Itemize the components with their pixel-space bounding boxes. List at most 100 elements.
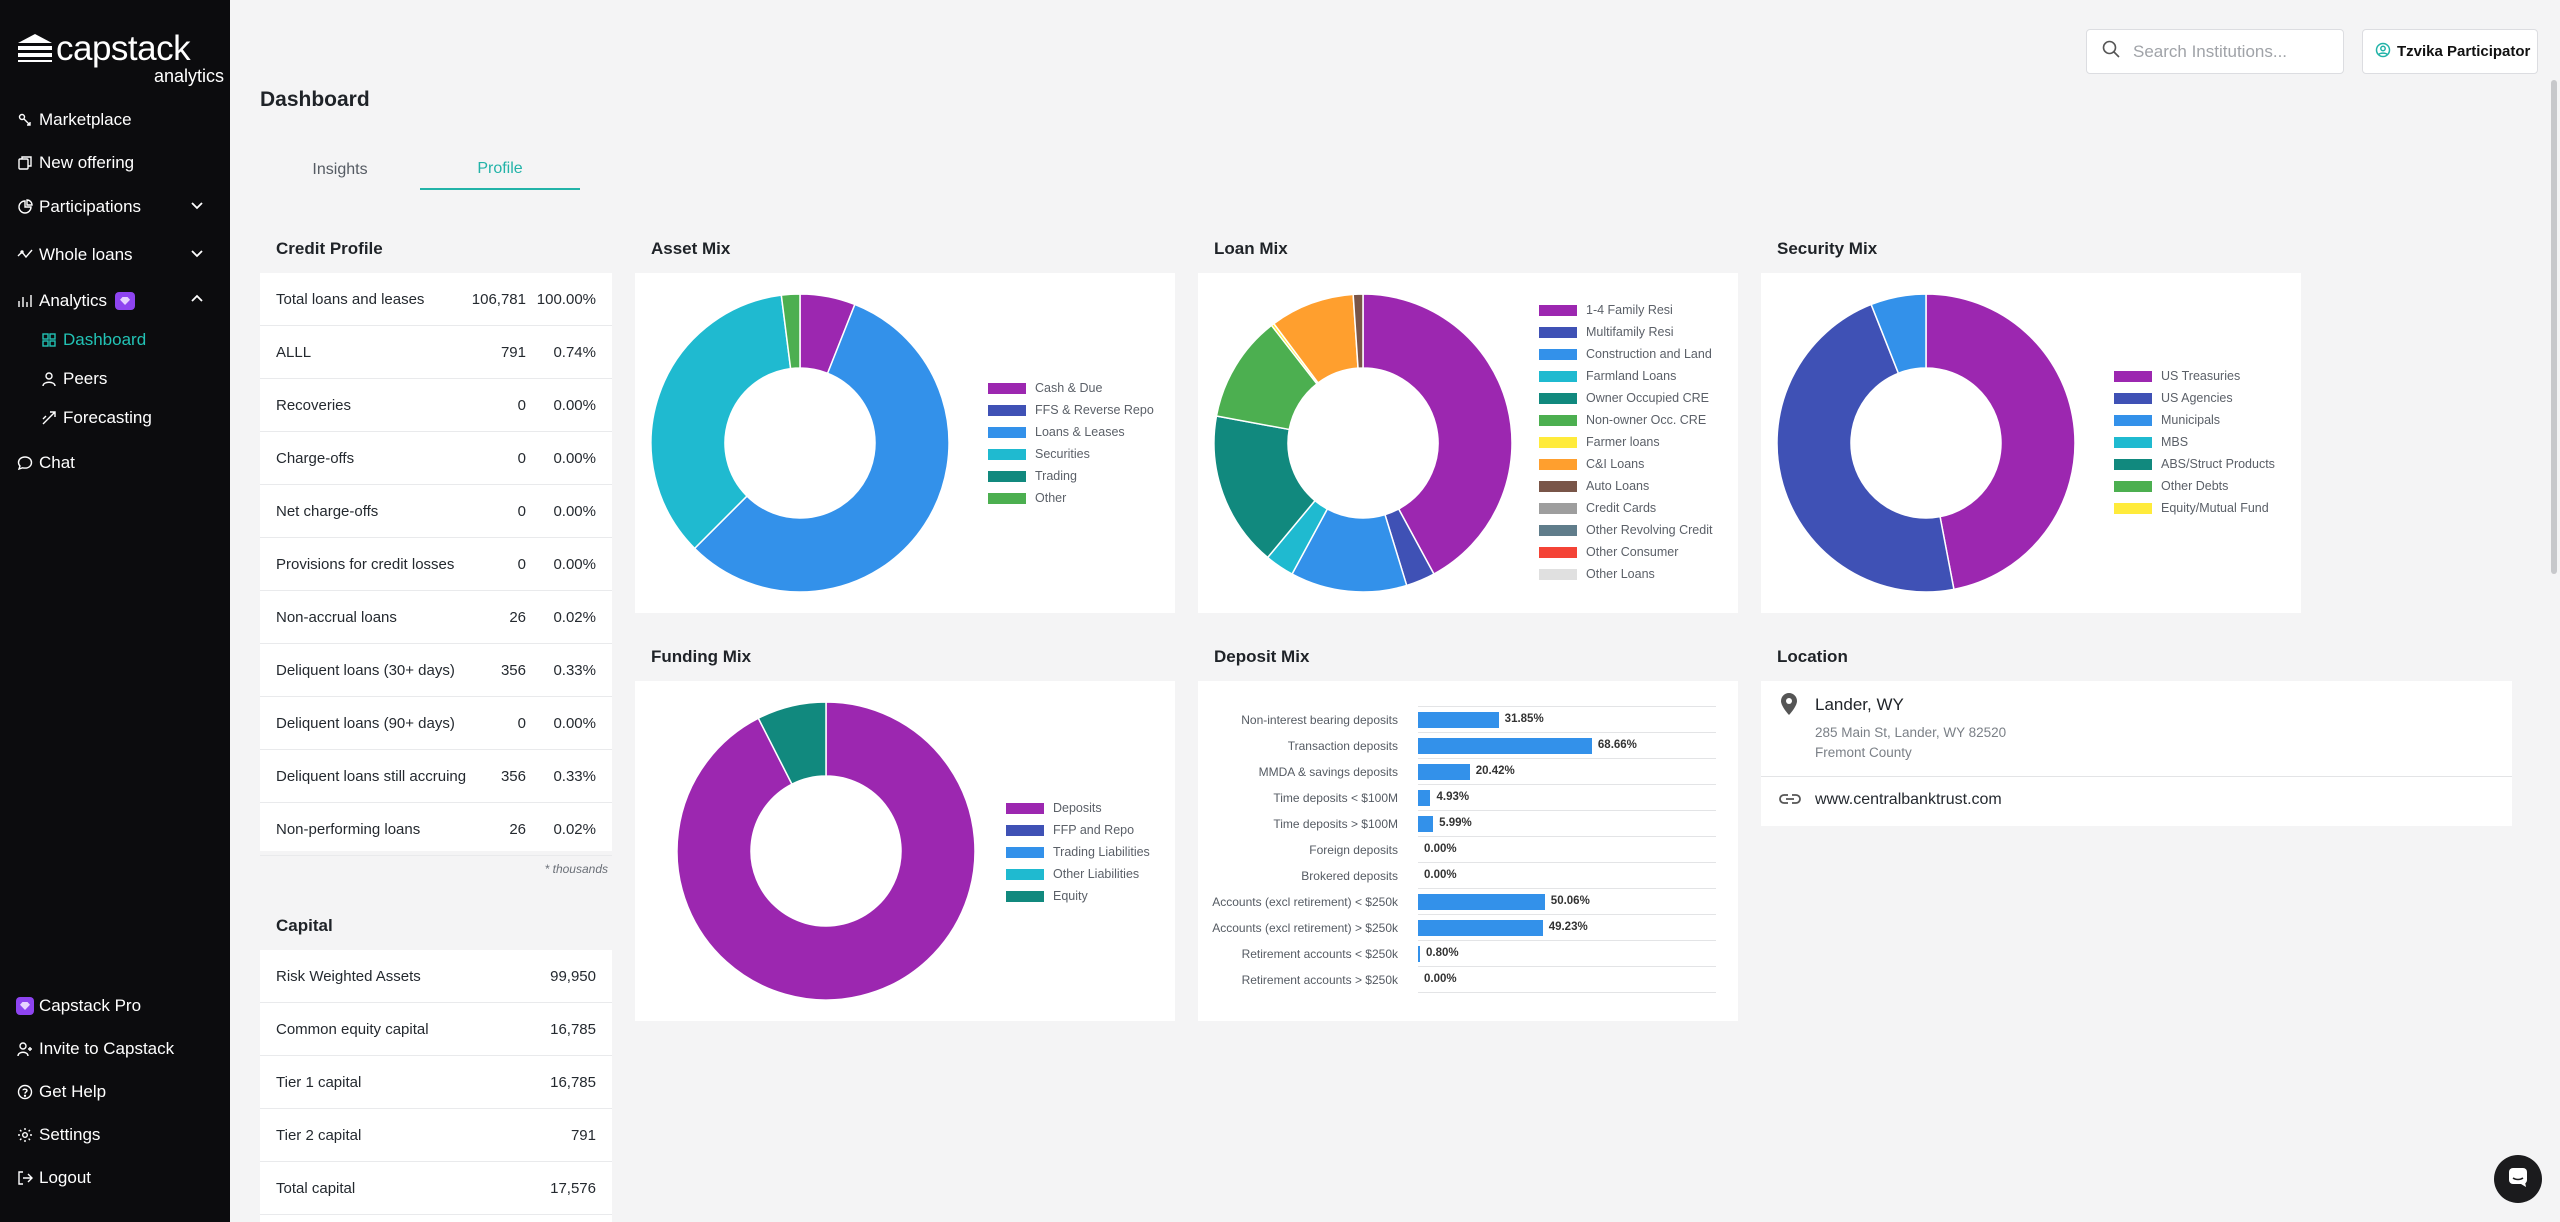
legend-item[interactable]: Construction and Land xyxy=(1539,343,1712,365)
sidebar-item-peers[interactable]: Peers xyxy=(40,366,216,392)
legend-item[interactable]: MBS xyxy=(2114,431,2275,453)
sidebar-item-chat[interactable]: Chat xyxy=(16,450,216,476)
row-label: Recoveries xyxy=(276,396,352,414)
pie-slice[interactable] xyxy=(1870,293,1927,375)
legend-item[interactable]: Farmer loans xyxy=(1539,431,1712,453)
user-menu-button[interactable]: Tzvika Participator xyxy=(2362,29,2538,74)
legend-item[interactable]: ABS/Struct Products xyxy=(2114,453,2275,475)
legend-item[interactable]: Owner Occupied CRE xyxy=(1539,387,1712,409)
location-name: Lander, WY xyxy=(1815,695,1904,714)
chat-launcher-button[interactable] xyxy=(2494,1155,2542,1203)
sidebar-item-capstack-pro[interactable]: Capstack Pro xyxy=(16,993,216,1019)
website-link[interactable]: www.centralbanktrust.com xyxy=(1815,791,2002,808)
legend-label: Non-owner Occ. CRE xyxy=(1586,413,1707,427)
sidebar-item-dashboard[interactable]: Dashboard xyxy=(40,327,216,353)
legend-item[interactable]: Loans & Leases xyxy=(988,421,1154,443)
capstack-logo[interactable]: capstack analytics xyxy=(18,30,224,86)
legend-item[interactable]: FFP and Repo xyxy=(1006,819,1150,841)
legend-item[interactable]: Auto Loans xyxy=(1539,475,1712,497)
pie-slice[interactable] xyxy=(1362,293,1513,576)
search-input[interactable] xyxy=(2133,41,2323,62)
legend-item[interactable]: Other xyxy=(988,487,1154,509)
pie-slice[interactable] xyxy=(693,303,950,593)
location-title: Location xyxy=(1777,647,1848,666)
legend-item[interactable]: US Treasuries xyxy=(2114,365,2275,387)
sidebar-item-marketplace[interactable]: Marketplace xyxy=(16,107,216,133)
bar[interactable] xyxy=(1418,920,1543,936)
table-row: Recoveries 0 0.00% xyxy=(260,379,612,432)
row-label: Non-accrual loans xyxy=(276,608,397,626)
legend-item[interactable]: C&I Loans xyxy=(1539,453,1712,475)
legend-item[interactable]: Farmland Loans xyxy=(1539,365,1712,387)
pie-slice[interactable] xyxy=(676,701,976,1001)
sidebar-item-forecasting[interactable]: Forecasting xyxy=(40,405,216,431)
legend-item[interactable]: Credit Cards xyxy=(1539,497,1712,519)
search-box[interactable] xyxy=(2086,29,2344,74)
legend-item[interactable]: Other Revolving Credit xyxy=(1539,519,1712,541)
pie-slice[interactable] xyxy=(650,294,792,550)
legend-item[interactable]: Non-owner Occ. CRE xyxy=(1539,409,1712,431)
bar[interactable] xyxy=(1418,816,1434,832)
security-mix-donut xyxy=(1776,293,2076,593)
row-percent: 0.02% xyxy=(553,820,596,838)
sidebar-item-label: Participations xyxy=(39,197,142,216)
bar[interactable] xyxy=(1418,712,1499,728)
legend-item[interactable]: Securities xyxy=(988,443,1154,465)
sidebar-item-get-help[interactable]: Get Help xyxy=(16,1079,216,1105)
legend-label: Trading Liabilities xyxy=(1053,845,1150,859)
legend-item[interactable]: 1-4 Family Resi xyxy=(1539,299,1712,321)
legend-label: FFS & Reverse Repo xyxy=(1035,403,1154,417)
tab-insights[interactable]: Insights xyxy=(312,161,368,178)
pie-slice[interactable] xyxy=(757,701,827,786)
bar-row: Transaction deposits 68.66% xyxy=(1198,733,1728,759)
bar[interactable] xyxy=(1418,790,1431,806)
pie-slice[interactable] xyxy=(780,293,801,370)
bar[interactable] xyxy=(1418,894,1545,910)
legend-swatch xyxy=(1006,868,1044,880)
legend-swatch xyxy=(988,404,1026,416)
sidebar-item-participations[interactable]: Participations xyxy=(16,194,216,220)
legend-label: Other Consumer xyxy=(1586,545,1679,559)
legend-item[interactable]: Equity/Mutual Fund xyxy=(2114,497,2275,519)
user-icon xyxy=(2375,42,2391,62)
sidebar-item-invite[interactable]: Invite to Capstack xyxy=(16,1036,216,1062)
legend-item[interactable]: Other Liabilities xyxy=(1006,863,1150,885)
table-row: Charge-offs 0 0.00% xyxy=(260,432,612,485)
legend-item[interactable]: Cash & Due xyxy=(988,377,1154,399)
sidebar-item-analytics[interactable]: Analytics xyxy=(16,288,216,314)
pie-slice[interactable] xyxy=(1213,415,1317,559)
legend-item[interactable]: Other Debts xyxy=(2114,475,2275,497)
map-pin-icon xyxy=(1781,693,1797,720)
legend-item[interactable]: Municipals xyxy=(2114,409,2275,431)
legend-item[interactable]: Trading Liabilities xyxy=(1006,841,1150,863)
sidebar-item-label: New offering xyxy=(39,153,135,172)
scrollbar[interactable] xyxy=(2551,80,2557,574)
marketplace-icon xyxy=(16,111,34,129)
legend-item[interactable]: FFS & Reverse Repo xyxy=(988,399,1154,421)
legend-label: MBS xyxy=(2161,435,2189,449)
pie-slice[interactable] xyxy=(1352,293,1364,369)
pie-slice[interactable] xyxy=(1776,303,1955,593)
bar[interactable] xyxy=(1418,764,1470,780)
tab-profile[interactable]: Profile xyxy=(420,150,580,190)
legend-item[interactable]: Other Consumer xyxy=(1539,541,1712,563)
sidebar: capstack analytics Marketplace New offer… xyxy=(0,0,230,1222)
legend-item[interactable]: Trading xyxy=(988,465,1154,487)
sidebar-item-settings[interactable]: Settings xyxy=(16,1122,216,1148)
analytics-icon xyxy=(16,292,34,310)
bar[interactable] xyxy=(1418,946,1421,962)
legend-item[interactable]: Multifamily Resi xyxy=(1539,321,1712,343)
pie-slice[interactable] xyxy=(1925,293,2076,591)
row-percent: 0.74% xyxy=(553,343,596,361)
bar[interactable] xyxy=(1418,738,1592,754)
legend-item[interactable]: Deposits xyxy=(1006,797,1150,819)
legend-item[interactable]: Equity xyxy=(1006,885,1150,907)
sidebar-item-whole-loans[interactable]: Whole loans xyxy=(16,242,216,268)
legend-item[interactable]: Other Loans xyxy=(1539,563,1712,585)
sidebar-item-new-offering[interactable]: New offering xyxy=(16,150,216,176)
sidebar-item-logout[interactable]: Logout xyxy=(16,1165,216,1191)
legend-label: Auto Loans xyxy=(1586,479,1650,493)
row-label: Non-performing loans xyxy=(276,820,421,838)
bar-grid-rule xyxy=(1418,836,1716,837)
legend-item[interactable]: US Agencies xyxy=(2114,387,2275,409)
